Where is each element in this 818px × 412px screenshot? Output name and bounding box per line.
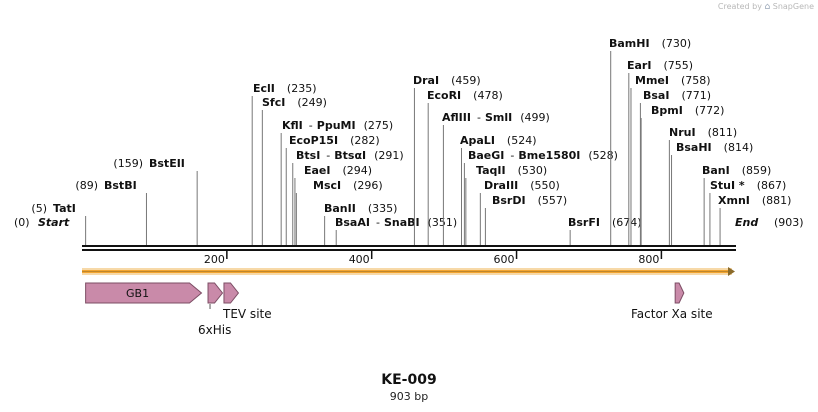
sequence-map: (0) Start End (903) 200 400 600 800 (5) TatI (89) B… xyxy=(14,37,804,337)
site-name: KflI xyxy=(282,119,303,132)
site-isoschizomer-dash: - xyxy=(477,111,481,124)
site-position: (459) xyxy=(451,74,481,87)
site-position: (291) xyxy=(374,149,404,162)
site-position: (550) xyxy=(530,179,560,192)
site-isoschizomer-name: PpuMI xyxy=(317,119,356,132)
site-position: (249) xyxy=(297,96,327,109)
site-name: EcoP15I xyxy=(289,134,338,147)
site-name: BsrFI xyxy=(568,216,600,229)
site-name: TatI xyxy=(53,202,76,215)
site-position: (5) xyxy=(31,202,47,215)
site-name: BaeGI xyxy=(468,149,504,162)
site-name: StuI * xyxy=(710,179,745,192)
site-isoschizomer-name: SmlI xyxy=(485,111,512,124)
site-isoschizomer-name: Bme1580I xyxy=(518,149,580,162)
ruler-tick-label: 800 xyxy=(638,253,659,266)
site-name: BsrDI xyxy=(492,194,526,207)
site-position: (674) xyxy=(612,216,642,229)
feature-tev-site[interactable] xyxy=(223,282,240,304)
site-name: DraIII xyxy=(484,179,518,192)
site-name: EclI xyxy=(253,82,275,95)
feature-label-factor-xa-site: Factor Xa site xyxy=(631,307,713,321)
site-isoschizomer-dash: - xyxy=(326,149,330,162)
ruler-tick-label: 400 xyxy=(349,253,370,266)
site-position: (758) xyxy=(681,74,711,87)
site-name: BamHI xyxy=(609,37,650,50)
created-by-text: Created by xyxy=(717,2,762,11)
feature-6xhis[interactable] xyxy=(207,282,224,304)
site-position: (282) xyxy=(350,134,380,147)
feature-label-gb1: GB1 xyxy=(126,287,149,300)
site-position: (811) xyxy=(708,126,738,139)
site-position: (528) xyxy=(588,149,618,162)
snapgene-brand-text: SnapGene xyxy=(772,2,814,11)
site-name: BsaI xyxy=(643,89,669,102)
orf-arrow-head xyxy=(728,267,735,276)
site-position: (275) xyxy=(364,119,394,132)
site-name: DraI xyxy=(413,74,439,87)
site-name: BanII xyxy=(324,202,356,215)
site-position: (294) xyxy=(343,164,373,177)
end-label: End xyxy=(735,216,758,229)
site-position: (530) xyxy=(518,164,548,177)
site-isoschizomer-name: BtsαI xyxy=(334,149,366,162)
site-name: BstBI xyxy=(104,179,137,192)
site-name: BsaHI xyxy=(676,141,712,154)
site-position: (730) xyxy=(662,37,692,50)
site-name: XmnI xyxy=(718,194,750,207)
site-name: NruI xyxy=(669,126,696,139)
site-name: BtsI xyxy=(296,149,320,162)
site-position: (881) xyxy=(762,194,792,207)
feature-label-tev-site: TEV site xyxy=(222,307,272,321)
feature-factor-xa-site[interactable] xyxy=(674,282,685,304)
site-name: BstEII xyxy=(149,157,185,170)
snapgene-watermark: Created by ⌂ SnapGene xyxy=(718,2,814,12)
site-position: (859) xyxy=(742,164,772,177)
site-name: MmeI xyxy=(635,74,669,87)
site-name: ApaLI xyxy=(460,134,495,147)
site-position: (772) xyxy=(695,104,725,117)
site-name: MscI xyxy=(313,179,341,192)
sequence-length: 903 bp xyxy=(389,390,429,403)
site-position: (235) xyxy=(287,82,317,95)
site-name: AflIII xyxy=(442,111,471,124)
site-position: (296) xyxy=(353,179,383,192)
site-position: (478) xyxy=(473,89,503,102)
site-name: EarI xyxy=(627,59,651,72)
ruler-tick-label: 600 xyxy=(494,253,515,266)
end-position-label: (903) xyxy=(774,216,804,229)
sequence-name: KE-009 xyxy=(381,372,437,388)
site-name: BanI xyxy=(702,164,730,177)
start-label: Start xyxy=(38,216,70,229)
site-position: (351) xyxy=(428,216,458,229)
site-position: (335) xyxy=(368,202,398,215)
site-name: EaeI xyxy=(304,164,331,177)
site-isoschizomer-name: SnaBI xyxy=(384,216,420,229)
site-position: (524) xyxy=(507,134,537,147)
site-name: SfcI xyxy=(262,96,285,109)
feature-gb1[interactable] xyxy=(85,282,203,304)
site-position: (755) xyxy=(663,59,693,72)
ruler-tick-label: 200 xyxy=(204,253,225,266)
site-position: (771) xyxy=(681,89,711,102)
site-position: (89) xyxy=(75,179,98,192)
site-position: (867) xyxy=(757,179,787,192)
site-isoschizomer-dash: - xyxy=(309,119,313,132)
site-isoschizomer-dash: - xyxy=(376,216,380,229)
site-name: TaqII xyxy=(476,164,506,177)
site-isoschizomer-dash: - xyxy=(510,149,514,162)
site-position: (814) xyxy=(724,141,754,154)
site-name: BsaAI xyxy=(335,216,370,229)
site-position: (159) xyxy=(113,157,143,170)
site-position: (499) xyxy=(520,111,550,124)
start-position-label: (0) xyxy=(14,216,30,229)
site-name: EcoRI xyxy=(427,89,461,102)
snapgene-logo-icon: ⌂ xyxy=(764,2,771,12)
feature-label-6xhis: 6xHis xyxy=(198,323,231,337)
site-name: BpmI xyxy=(651,104,683,117)
site-position: (557) xyxy=(538,194,568,207)
